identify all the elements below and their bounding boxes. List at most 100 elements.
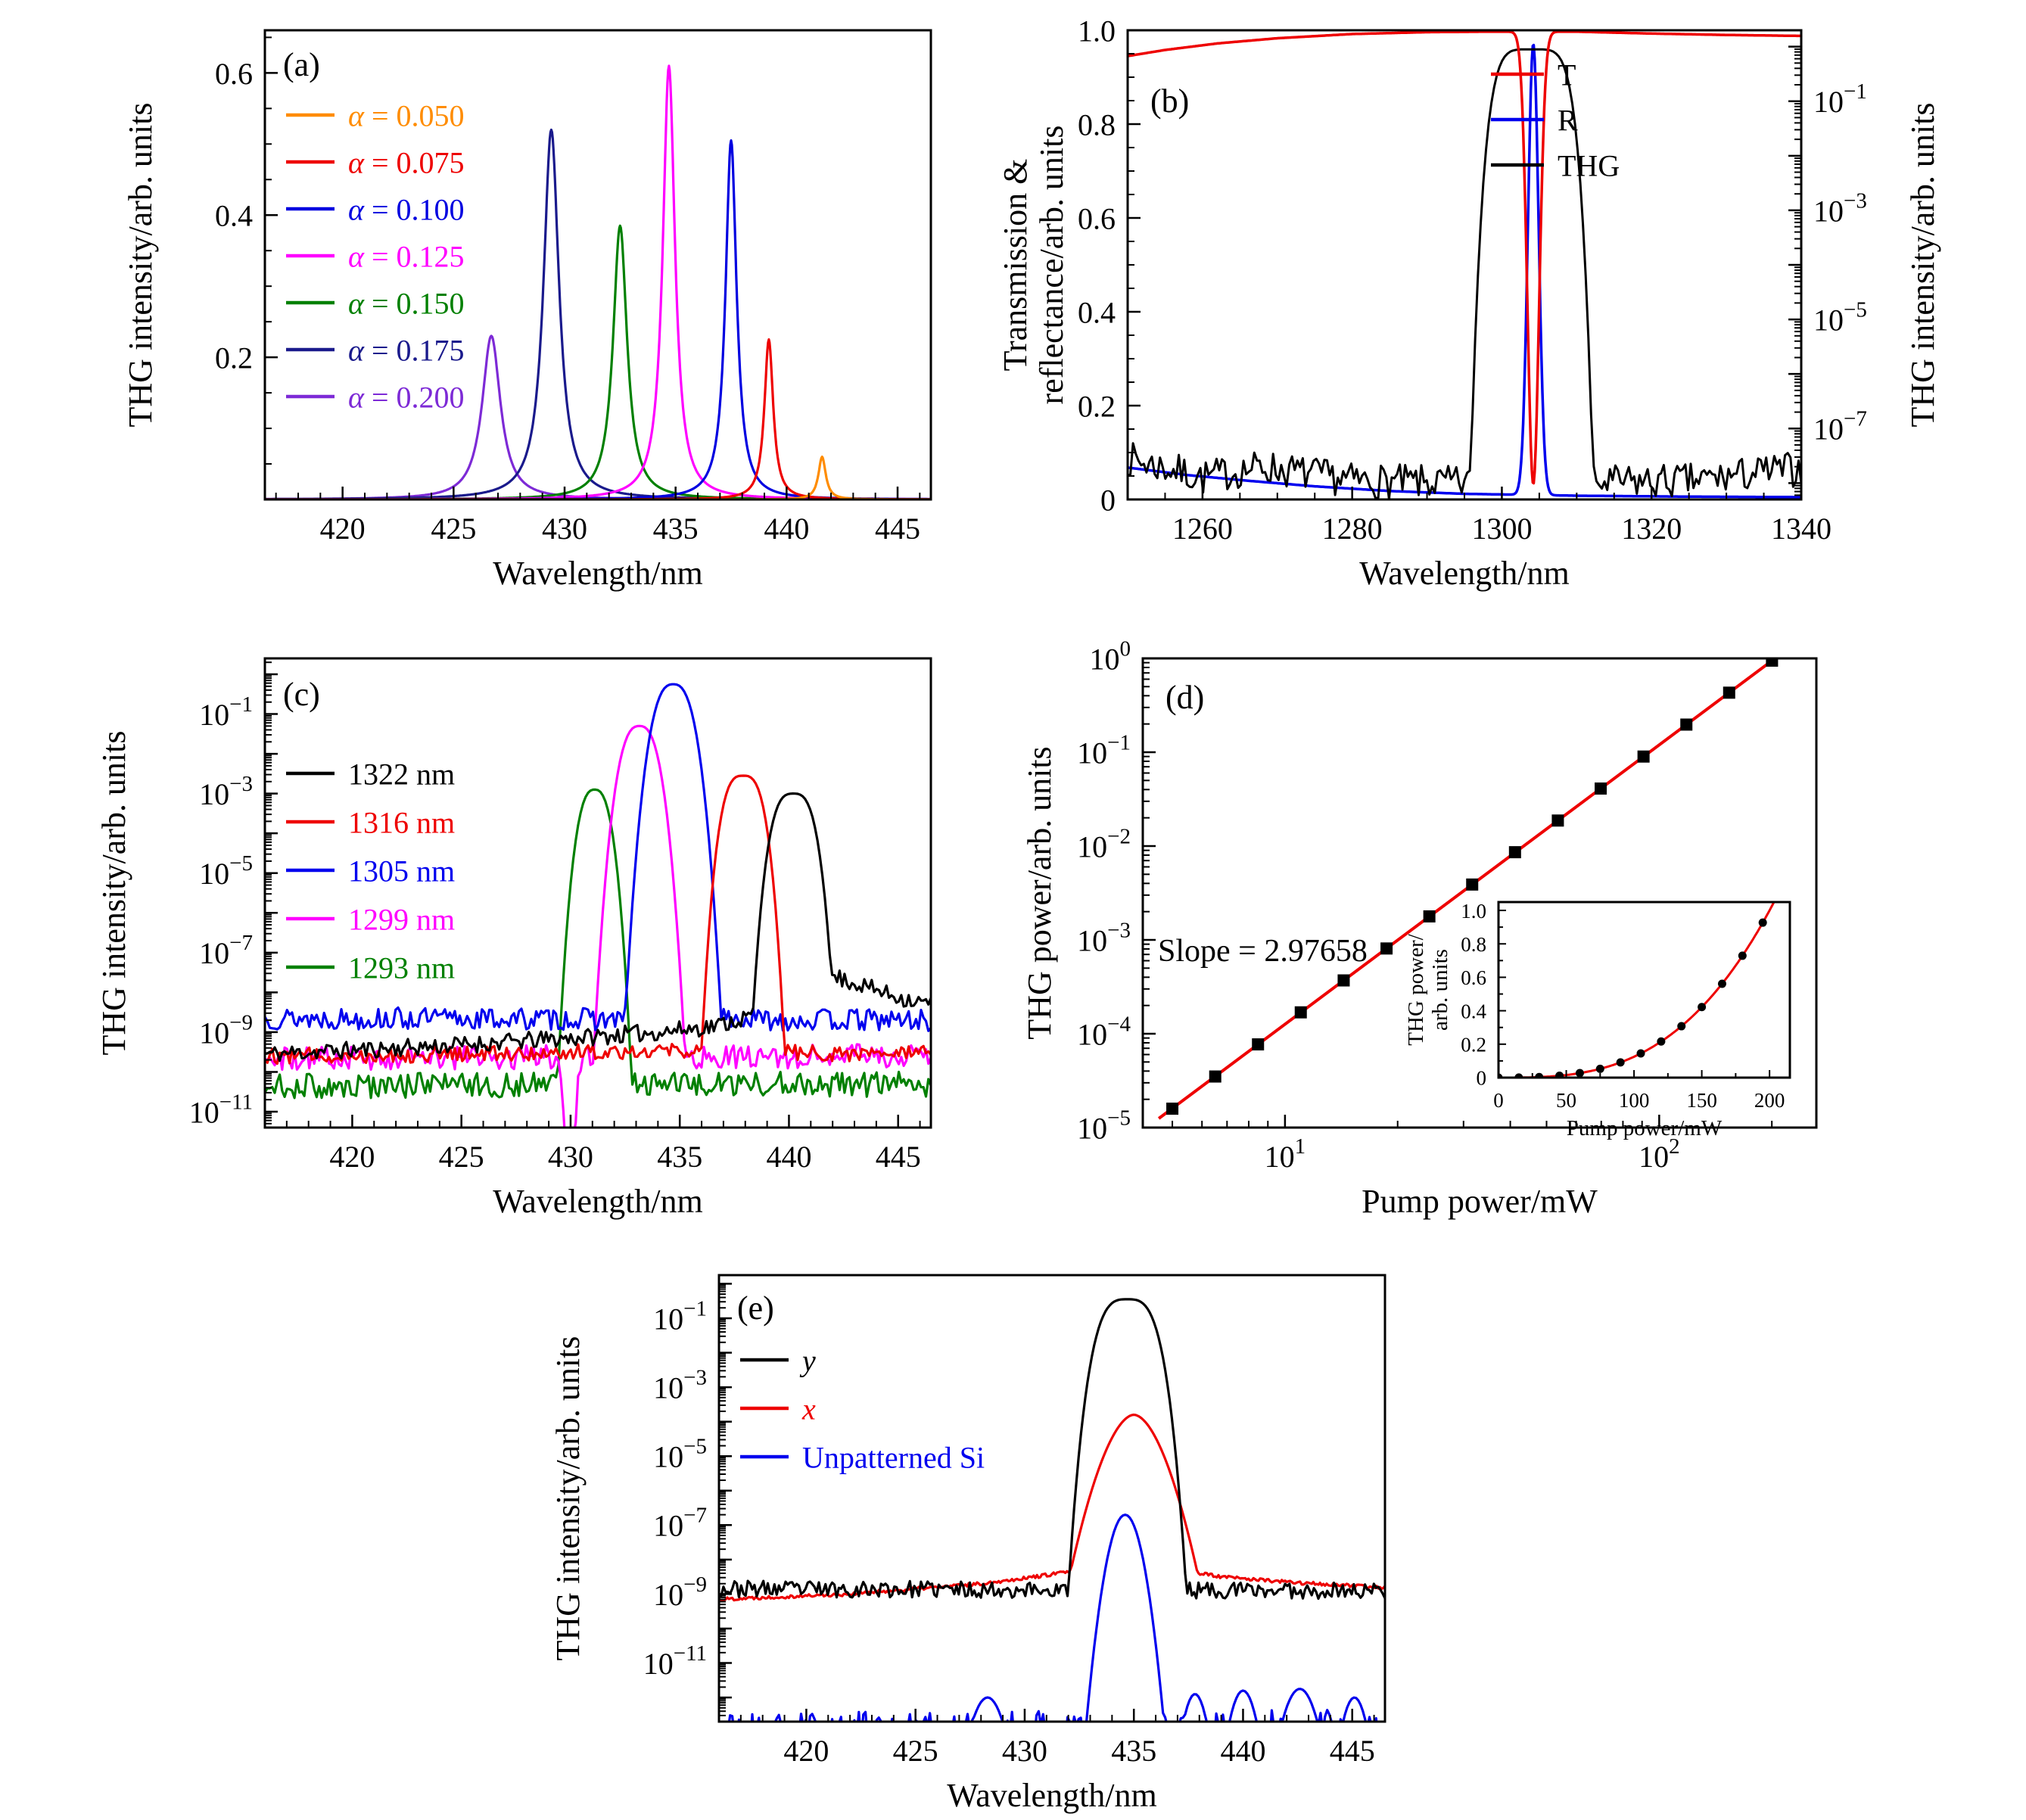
y-tick-label: 10−3 xyxy=(653,1365,707,1405)
c-legend-label-1: 1316 nm xyxy=(348,805,455,839)
a-y-axis-label-left: THG intensity/arb. units xyxy=(122,103,159,428)
x-tick-label: 430 xyxy=(548,1140,593,1174)
e-series-layer xyxy=(719,1298,1385,1722)
x-tick-label: 1340 xyxy=(1771,512,1831,546)
series-T xyxy=(1128,30,1801,485)
a-legend-label-0: α = 0.050 xyxy=(348,98,465,132)
y-tick-label: 10−5 xyxy=(1077,1106,1131,1145)
marker-inset-points xyxy=(1657,1037,1666,1046)
y-tick-label: 10−3 xyxy=(1077,918,1131,957)
y-tick-label: 10−7 xyxy=(199,931,253,970)
series-THG xyxy=(1128,48,1801,499)
y-tick-label: 10−9 xyxy=(653,1573,707,1612)
marker-data-points xyxy=(1680,718,1693,731)
c-legend-label-4: 1293 nm xyxy=(348,950,455,985)
panel-c: 420 425 430 435 440 445 Wavelength/nm 10−1 10−3 1… xyxy=(95,657,932,1220)
marker-data-points xyxy=(1508,846,1521,859)
y-tick-label: 10−1 xyxy=(653,1296,707,1336)
marker-data-points xyxy=(1294,1006,1307,1019)
x-tick-label: 420 xyxy=(329,1140,375,1174)
y-tick-label: 1.0 xyxy=(1078,14,1116,48)
x-tick-label: 425 xyxy=(439,1140,484,1174)
x-tick-label: 1320 xyxy=(1621,512,1682,546)
series-1293nm xyxy=(265,788,931,1100)
y-tick-label: 0.4 xyxy=(1461,1000,1486,1022)
a-legend-label-4: α = 0.150 xyxy=(348,286,465,320)
marker-inset-points xyxy=(1535,1072,1544,1078)
b-legend-label-1: R xyxy=(1558,103,1578,137)
panel-a: 420 425 430 435 440 445 Wavelength/nm 0.2 0.4 0.6… xyxy=(122,29,932,592)
e-legend-label-0: y xyxy=(799,1343,816,1377)
x-tick-label: 440 xyxy=(764,512,809,546)
y-tick-label: 10−7 xyxy=(653,1504,707,1543)
marker-inset-points xyxy=(1595,1064,1604,1073)
y-tick-label: 10−1 xyxy=(1077,730,1131,770)
y-tick-label: 0.4 xyxy=(1078,295,1116,329)
b-y-axis-label: Transmission &reflectance/arb. units xyxy=(997,126,1070,405)
x-tick-label: 1280 xyxy=(1322,512,1383,546)
x-tick-label: 425 xyxy=(893,1734,938,1768)
e-legend-label-1: x xyxy=(801,1392,816,1426)
y-tick-label: 10−5 xyxy=(199,851,253,891)
marker-data-points xyxy=(1252,1038,1265,1051)
x-tick-label: 150 xyxy=(1686,1089,1717,1112)
series-y-pol xyxy=(719,1298,1385,1601)
e-legend-label-2: Unpatterned Si xyxy=(802,1440,985,1474)
y-tick-label: 10−1 xyxy=(1813,79,1867,119)
b-plot-bg xyxy=(1128,30,1801,499)
y-tick-label: 0.6 xyxy=(1461,966,1486,989)
d-inset-plot-frame xyxy=(1497,901,1791,1079)
y-tick-label: 0.6 xyxy=(215,57,253,91)
c-panel-tag: (c) xyxy=(283,676,320,713)
series-x-pol xyxy=(719,1413,1385,1602)
c-plot-frame xyxy=(263,657,932,1129)
y-tick-label: 0 xyxy=(1477,1067,1487,1090)
b-legend-label-2: THG xyxy=(1558,148,1620,182)
series-1305nm xyxy=(265,683,931,1032)
marker-data-points xyxy=(1551,814,1564,827)
marker-inset-points xyxy=(1636,1049,1645,1058)
marker-inset-points xyxy=(1555,1071,1564,1078)
c-series-layer xyxy=(265,683,931,1128)
a-plot-bg xyxy=(265,30,931,499)
x-tick-label: 445 xyxy=(1330,1734,1375,1768)
a-legend-label-1: α = 0.075 xyxy=(348,145,465,179)
d-annotation-0: Slope = 2.97658 xyxy=(1158,934,1368,969)
x-tick-label: 435 xyxy=(653,512,699,546)
y-tick-label: 10−3 xyxy=(199,772,253,811)
x-tick-label: 435 xyxy=(657,1140,702,1174)
y-tick-label: 10−2 xyxy=(1077,824,1131,863)
c-legend-label-2: 1305 nm xyxy=(348,854,455,888)
series-1322nm xyxy=(265,792,931,1062)
x-tick-label: 50 xyxy=(1556,1089,1576,1112)
marker-data-points xyxy=(1337,974,1350,987)
marker-inset-points xyxy=(1677,1022,1686,1031)
x-tick-label: 101 xyxy=(1265,1134,1306,1174)
marker-data-points xyxy=(1723,686,1735,699)
y-tick-label: 0.8 xyxy=(1078,107,1116,142)
x-tick-label: 1300 xyxy=(1471,512,1532,546)
y-tick-label: 0.2 xyxy=(1461,1034,1486,1056)
a-legend-label-5: α = 0.175 xyxy=(348,333,465,367)
marker-data-points xyxy=(1637,750,1650,763)
c-plot-bg xyxy=(265,658,931,1128)
panel-b: 1260 1280 1300 1320 1340 Wavelength/nm 0 0.2 0.4… xyxy=(997,14,1941,592)
a-x-axis-label: Wavelength/nm xyxy=(493,555,703,592)
y-tick-label: 0 xyxy=(1100,483,1116,517)
marker-inset-points xyxy=(1758,918,1767,927)
y-tick-label: 10−7 xyxy=(1813,407,1867,446)
d-y-axis-label-left: THG power/arb. units xyxy=(1021,746,1058,1039)
marker-data-points xyxy=(1380,942,1393,955)
x-tick-label: 0 xyxy=(1493,1089,1504,1112)
x-tick-label: 430 xyxy=(542,512,587,546)
y-tick-label: 100 xyxy=(1090,636,1131,676)
d-panel-tag: (d) xyxy=(1165,679,1204,716)
marker-inset-points xyxy=(1616,1058,1625,1067)
x-tick-label: 445 xyxy=(875,512,920,546)
b-y-axis-label-right: THG intensity/arb. units xyxy=(1904,103,1941,428)
marker-inset-points xyxy=(1738,951,1747,960)
b-panel-tag: (b) xyxy=(1150,82,1189,120)
x-tick-label: 440 xyxy=(766,1140,811,1174)
